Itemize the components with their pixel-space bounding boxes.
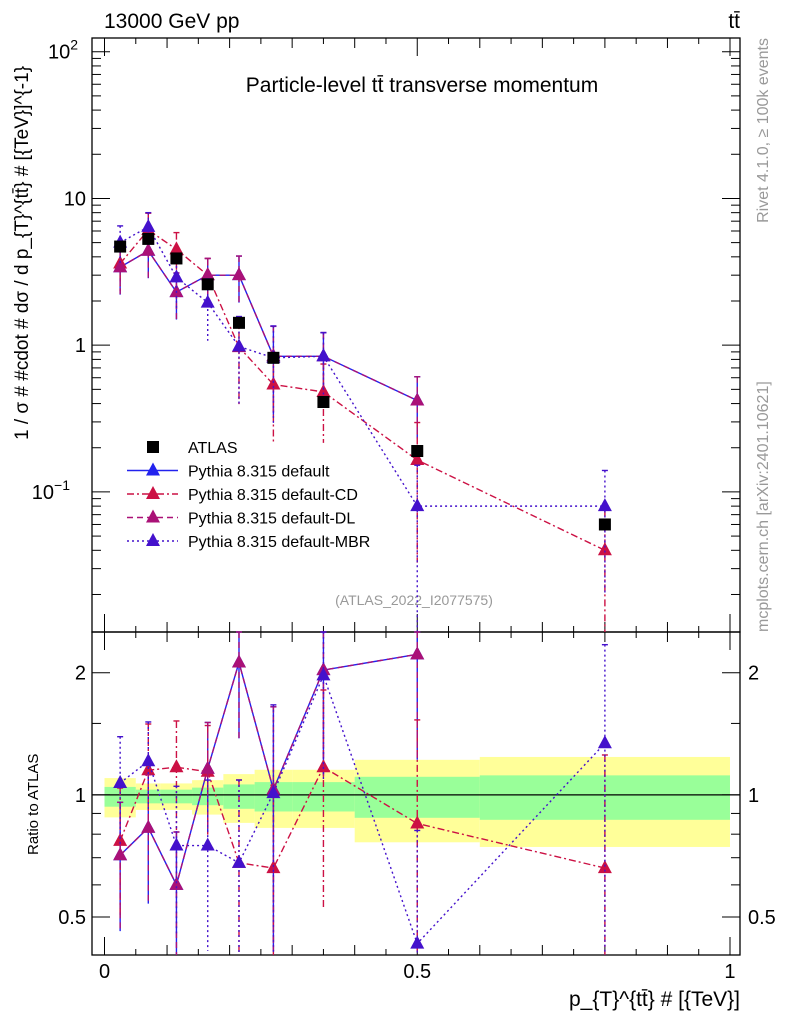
ratio-dl-point xyxy=(113,847,128,861)
main-mbr-point xyxy=(231,338,246,352)
ratio-mbr-point xyxy=(410,935,425,949)
ratio-cd-point xyxy=(113,832,128,846)
x-tick-label: 1 xyxy=(724,961,735,983)
ratio-mbr-point xyxy=(141,753,156,767)
main-atlas-point xyxy=(201,278,214,291)
legend-mbr-label: Pythia 8.315 default-MBR xyxy=(188,534,370,551)
legend-atlas-marker xyxy=(147,441,159,453)
main-mbr-point xyxy=(410,498,425,512)
legend-cd-label: Pythia 8.315 default-CD xyxy=(188,487,358,504)
axes: 10−1 1 10 102 0.5 0.5 1 1 2 2 0 0.5 1 xyxy=(32,37,776,983)
ratio-y-tick-label-right: 2 xyxy=(748,663,759,685)
main-atlas-point xyxy=(170,252,183,265)
main-cd-point xyxy=(597,542,612,556)
ratio-bands xyxy=(92,756,740,847)
y-tick-label: 102 xyxy=(48,37,78,64)
ratio-dl-point xyxy=(231,654,246,668)
ratio-dl-point xyxy=(141,819,156,833)
main-cd-point xyxy=(266,376,281,390)
legend-atlas-label: ATLAS xyxy=(188,440,238,457)
legend-dl-label: Pythia 8.315 default-DL xyxy=(188,511,355,528)
y-tick-label: 1 xyxy=(75,335,86,357)
main-mbr-point xyxy=(169,269,184,283)
main-mbr-point xyxy=(316,348,331,362)
y-tick-label: 10−1 xyxy=(32,477,70,504)
main-atlas-point xyxy=(411,445,424,458)
analysis-label: (ATLAS_2022_I2077575) xyxy=(335,592,493,608)
ratio-mbr-point xyxy=(597,735,612,749)
ratio-y-tick-label-right: 1 xyxy=(748,785,759,807)
main-atlas-point xyxy=(114,240,127,253)
ratio-dl-point xyxy=(169,876,184,890)
ratio-y-tick-label: 2 xyxy=(75,663,86,685)
main-atlas-point xyxy=(598,518,611,531)
ratio-mbr-point xyxy=(169,837,184,851)
main-dl-point xyxy=(169,284,184,298)
legend: ATLAS Pythia 8.315 default Pythia 8.315 de… xyxy=(127,440,370,551)
series xyxy=(113,211,612,955)
main-atlas-point xyxy=(232,316,245,329)
main-cd-point xyxy=(410,452,425,466)
main-atlas-point xyxy=(317,395,330,408)
x-axis-label: p_{T}^{tt̄} # [{TeV}] xyxy=(569,988,740,1011)
main-y-axis-label: 1 / σ # #cdot # dσ / d p_{T}^{tt̄} # [{T… xyxy=(12,66,33,440)
x-tick-label: 0.5 xyxy=(403,961,431,983)
legend-mbr-marker xyxy=(146,533,160,546)
main-mbr-point xyxy=(141,218,156,232)
ratio-y-tick-label: 0.5 xyxy=(58,907,86,929)
main-default-line xyxy=(119,249,418,402)
ratio-mbr-point xyxy=(231,854,246,868)
ratio-mbr-point xyxy=(200,837,215,851)
ratio-mbr-point xyxy=(266,785,281,799)
main-atlas-point xyxy=(142,232,155,245)
main-dl-point xyxy=(113,259,128,273)
main-dl-point xyxy=(200,267,215,281)
legend-cd-marker xyxy=(146,486,160,499)
main-mbr-line xyxy=(119,225,605,507)
ratio-y-tick-label: 1 xyxy=(75,785,86,807)
ratio-mbr-point xyxy=(113,774,128,788)
main-cd-point xyxy=(316,383,331,397)
ratio-cd-point xyxy=(410,815,425,829)
main-dl-point xyxy=(410,392,425,406)
main-atlas-point xyxy=(267,351,280,364)
main-cd-point xyxy=(169,241,184,255)
main-mbr-point xyxy=(597,498,612,512)
legend-default-label: Pythia 8.315 default xyxy=(188,464,330,481)
ratio-mbr-point xyxy=(316,667,331,681)
process-label: tt̄ xyxy=(728,10,740,33)
ratio-dl-point xyxy=(410,646,425,660)
ratio-dl-line xyxy=(119,653,418,887)
main-dl-point xyxy=(141,242,156,256)
mcplots-label: mcplots.cern.ch [arXiv:2401.10621] xyxy=(755,381,772,632)
ratio-y-axis-label: Ratio to ATLAS xyxy=(25,754,42,855)
ratio-cd-point xyxy=(169,759,184,773)
plot-title: Particle-level tt̄ transverse momentum xyxy=(246,74,598,97)
rivet-label: Rivet 4.1.0, ≥ 100k events xyxy=(755,38,772,223)
main-dl-line xyxy=(119,249,418,402)
band-inner xyxy=(479,775,730,820)
ratio-cd-line xyxy=(119,766,606,869)
main-mbr-point xyxy=(200,294,215,308)
legend-default-marker xyxy=(146,462,160,476)
main-dl-point xyxy=(231,267,246,281)
legend-dl-marker xyxy=(146,509,160,523)
y-tick-label: 10 xyxy=(64,188,86,210)
ratio-dl-point xyxy=(200,760,215,774)
energy-label: 13000 GeV pp xyxy=(104,10,239,33)
ratio-y-tick-label-right: 0.5 xyxy=(748,907,776,929)
x-tick-label: 0 xyxy=(99,961,110,983)
